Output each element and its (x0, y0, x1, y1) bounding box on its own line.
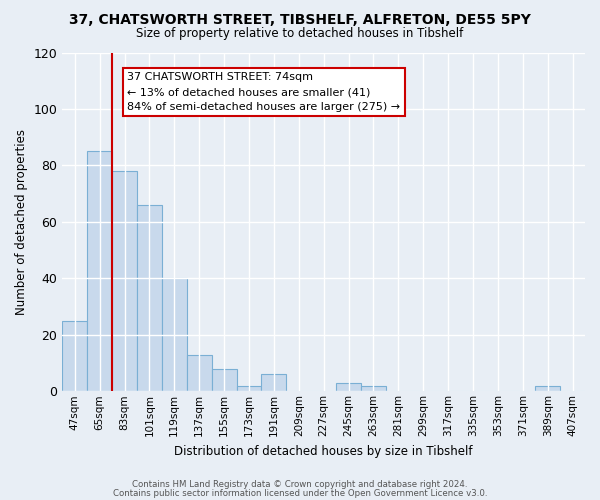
Bar (336, 383, 361, 392)
Bar (236, 386, 262, 392)
Bar (535, 386, 560, 392)
Bar (361, 386, 386, 392)
Bar (62, 320, 87, 392)
Bar (187, 354, 212, 392)
Bar (137, 205, 162, 392)
Bar (87, 152, 112, 392)
Bar (212, 368, 236, 392)
X-axis label: Distribution of detached houses by size in Tibshelf: Distribution of detached houses by size … (175, 444, 473, 458)
Bar (112, 171, 137, 392)
Text: 37, CHATSWORTH STREET, TIBSHELF, ALFRETON, DE55 5PY: 37, CHATSWORTH STREET, TIBSHELF, ALFRETO… (69, 12, 531, 26)
Text: Contains public sector information licensed under the Open Government Licence v3: Contains public sector information licen… (113, 488, 487, 498)
Bar (262, 374, 286, 392)
Bar (162, 278, 187, 392)
Text: Size of property relative to detached houses in Tibshelf: Size of property relative to detached ho… (136, 28, 464, 40)
Y-axis label: Number of detached properties: Number of detached properties (15, 129, 28, 315)
Text: 37 CHATSWORTH STREET: 74sqm
← 13% of detached houses are smaller (41)
84% of sem: 37 CHATSWORTH STREET: 74sqm ← 13% of det… (127, 72, 400, 112)
Text: Contains HM Land Registry data © Crown copyright and database right 2024.: Contains HM Land Registry data © Crown c… (132, 480, 468, 489)
